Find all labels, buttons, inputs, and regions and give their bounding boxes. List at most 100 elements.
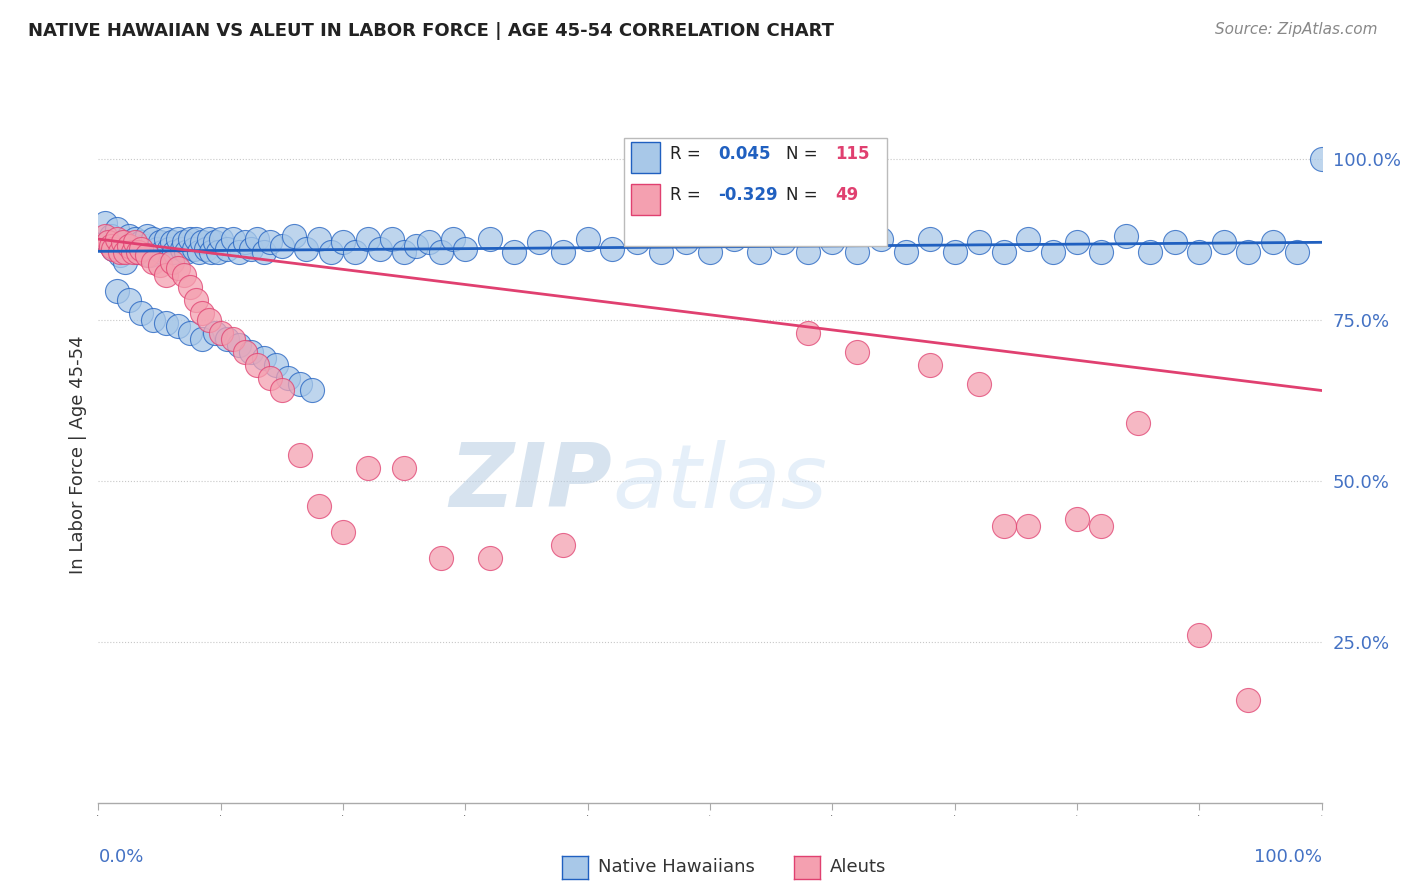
Point [160,254,183,268]
Point [1286,244,1309,259]
Text: R =: R = [669,186,700,203]
Point [301,384,323,398]
Point [233,344,256,359]
Point [97,235,120,250]
Point [195,242,218,256]
Point [187,244,209,259]
Point [146,242,169,256]
Point [129,235,152,250]
Point [252,244,274,259]
Point [179,232,201,246]
Point [222,232,245,246]
Point [319,244,342,259]
Point [233,235,256,250]
Point [277,370,299,384]
Point [197,312,219,326]
Point [356,460,378,475]
Point [100,238,122,252]
Point [124,235,146,250]
Point [332,235,354,250]
Point [478,232,501,246]
Point [179,326,201,340]
Text: 0.0%: 0.0% [98,848,143,866]
Text: R =: R = [669,145,700,163]
Point [1042,244,1064,259]
Point [283,228,305,243]
FancyBboxPatch shape [630,142,659,173]
Point [209,232,232,246]
Point [240,344,263,359]
Point [134,238,156,252]
Point [240,242,263,256]
Point [105,232,128,246]
Point [163,244,186,259]
Point [121,242,143,256]
Point [228,244,250,259]
Point [1128,416,1150,430]
Point [295,242,318,256]
Text: 0.045: 0.045 [718,145,770,163]
Point [259,370,281,384]
Point [191,306,214,320]
Point [186,232,208,246]
Point [772,235,794,250]
Point [1139,244,1161,259]
Point [167,232,190,246]
Point [441,232,464,246]
Point [139,248,162,262]
Point [1090,518,1112,533]
Point [222,332,245,346]
Point [344,244,367,259]
Point [967,235,990,250]
Point [246,232,269,246]
Point [204,235,226,250]
Point [186,293,208,308]
Point [270,384,294,398]
Point [332,525,354,540]
Point [129,306,152,320]
Point [626,235,648,250]
Point [179,280,201,294]
Point [160,235,183,250]
Text: 115: 115 [835,145,869,163]
Point [650,244,672,259]
Point [1017,518,1039,533]
Point [392,460,416,475]
Point [150,244,173,259]
Point [699,244,721,259]
Point [155,232,177,246]
Point [392,244,416,259]
Point [1212,235,1234,250]
Text: atlas: atlas [612,440,827,525]
Point [173,235,195,250]
Text: Source: ZipAtlas.com: Source: ZipAtlas.com [1215,22,1378,37]
Point [418,235,440,250]
Point [127,244,149,259]
Point [430,244,453,259]
Point [797,326,820,340]
Point [368,242,391,256]
Point [1188,628,1211,642]
Point [576,232,599,246]
Point [1066,235,1088,250]
Point [943,244,966,259]
Point [723,232,745,246]
Point [207,244,229,259]
Point [993,518,1015,533]
Point [124,232,146,246]
Point [675,235,697,250]
Point [920,232,942,246]
Point [129,242,152,256]
Point [1115,228,1137,243]
Point [136,248,159,262]
Point [170,242,193,256]
Point [381,232,404,246]
Point [308,500,330,514]
Point [183,242,205,256]
Point [356,232,378,246]
Point [105,222,128,236]
Point [114,254,136,268]
Point [105,284,128,298]
Point [118,238,141,252]
Point [191,235,214,250]
